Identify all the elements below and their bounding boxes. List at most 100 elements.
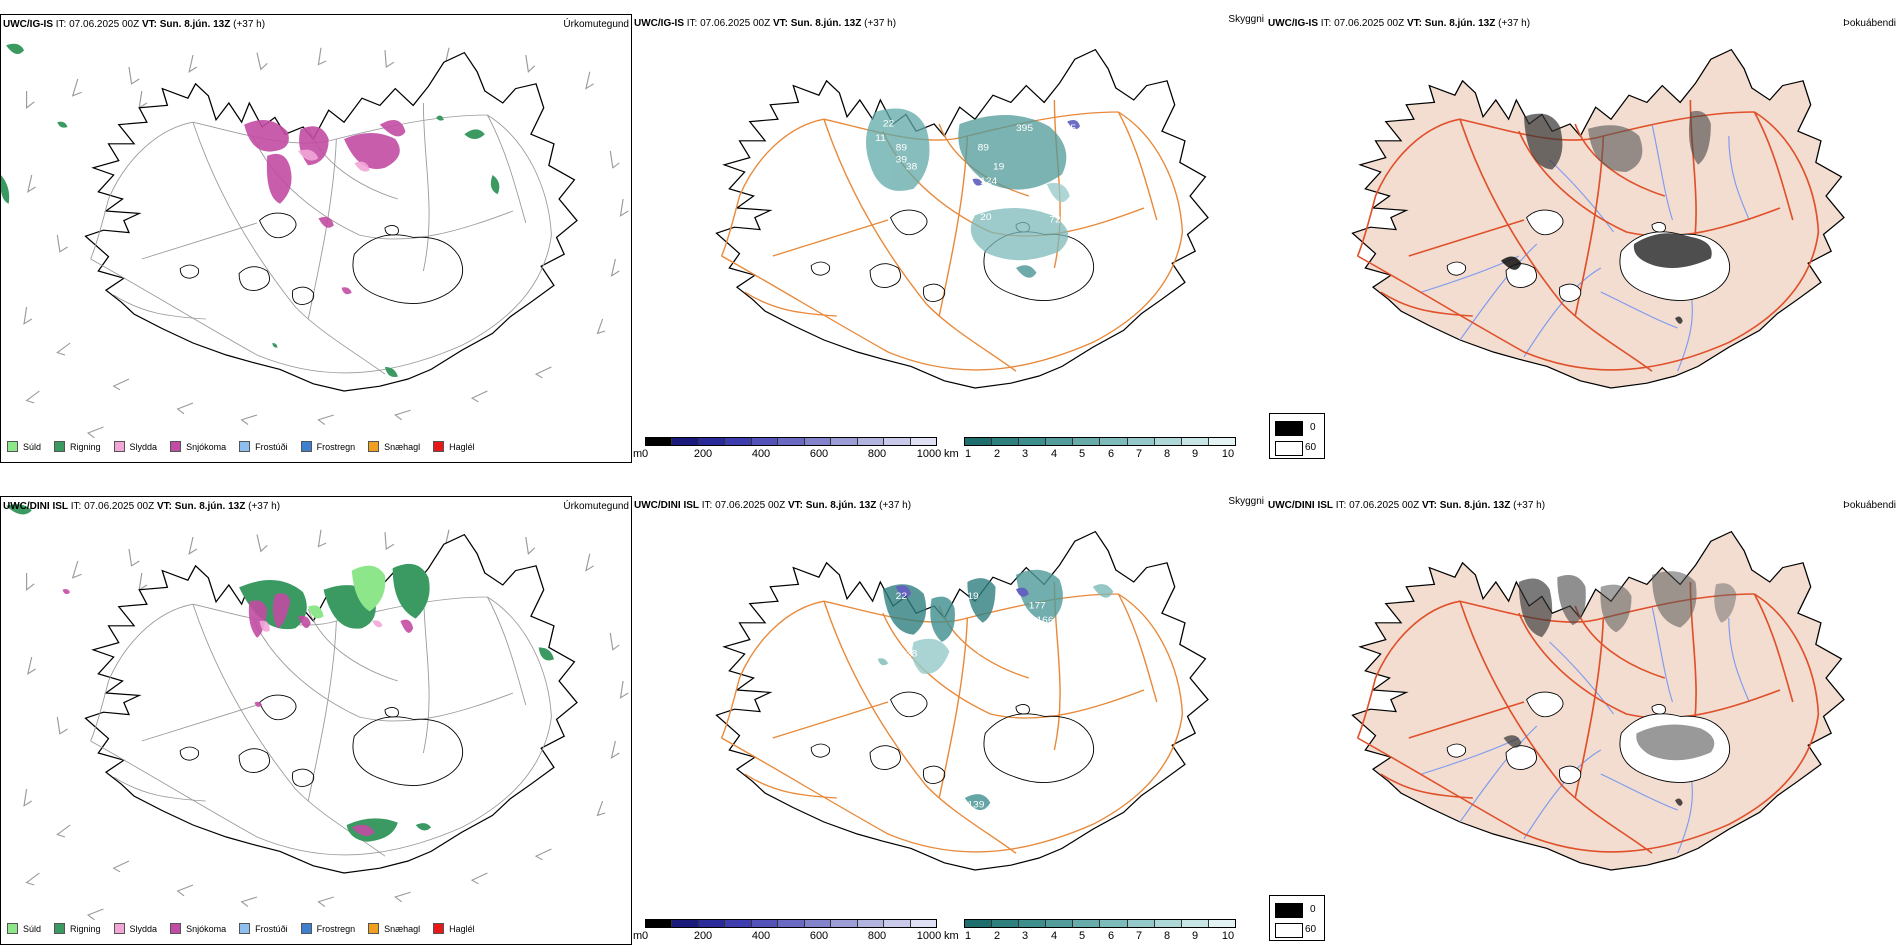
visibility-map: 22 11 89 39 38 89 19 124 51 06 09 20 72 … bbox=[715, 48, 1209, 389]
fog-label-top: 0 bbox=[1310, 904, 1316, 915]
colorbar-tick: 400 bbox=[751, 930, 771, 942]
colorbar-strip bbox=[964, 919, 1236, 928]
rain-areas bbox=[1, 43, 500, 378]
visibility-numbers: 22 19 177 166 39 28 106 153 160 139 bbox=[896, 591, 1093, 810]
colorbar-segment bbox=[884, 920, 911, 927]
panel-title: UWC/DINI ISL IT: 07.06.2025 00Z VT: Sun.… bbox=[1268, 500, 1545, 511]
sleet-areas bbox=[297, 149, 370, 172]
colorbar-tick: 800 bbox=[867, 930, 887, 942]
colorbar-segment bbox=[725, 920, 752, 927]
colorbar-segment bbox=[646, 920, 673, 927]
colorbar-segment bbox=[1181, 920, 1209, 927]
fog-panel-dini: UWC/DINI ISL IT: 07.06.2025 00Z VT: Sun.… bbox=[1268, 496, 1900, 936]
legend-item: Súld bbox=[7, 441, 41, 452]
legend-item: Slydda bbox=[113, 923, 157, 934]
vt-label: VT: bbox=[1421, 500, 1437, 511]
land-area bbox=[1351, 530, 1845, 871]
colorbar-tick: 600 bbox=[809, 930, 829, 942]
colorbar-segment bbox=[646, 438, 673, 445]
legend-item: Snæhagl bbox=[368, 441, 420, 452]
precip-type-map bbox=[1, 43, 633, 439]
model-name: UWC/DINI ISL bbox=[3, 501, 68, 512]
colorbar-segment bbox=[1046, 920, 1074, 927]
visibility-numbers: 22 11 89 39 38 89 19 124 51 06 09 20 72 … bbox=[870, 119, 1076, 226]
colorbar-segment bbox=[1127, 920, 1155, 927]
colorbar-tick: 1 bbox=[964, 448, 972, 460]
legend-swatch bbox=[113, 441, 125, 452]
legend-swatch bbox=[239, 923, 251, 934]
legend-item: Rigning bbox=[54, 923, 101, 934]
legend-swatch bbox=[368, 441, 380, 452]
fog-indicator-label: Þokuábendi bbox=[1843, 18, 1896, 29]
colorbar-segment bbox=[1046, 438, 1074, 445]
colorbar-segment bbox=[698, 438, 726, 445]
colorbar-tick: 2 bbox=[993, 930, 1001, 942]
svg-text:124: 124 bbox=[980, 176, 998, 187]
colorbar-km: km 1 2 3 4 5 6 7 8 9 10 bbox=[944, 437, 1244, 467]
colorbar-segment bbox=[804, 920, 832, 927]
colorbar-segment bbox=[910, 920, 936, 927]
vt-label: VT: bbox=[1406, 18, 1422, 29]
low-visibility-areas bbox=[865, 108, 1080, 278]
low-visibility-areas bbox=[877, 569, 1114, 811]
vt-value: Sun. 8.jún. 13Z bbox=[1424, 18, 1496, 29]
svg-text:166: 166 bbox=[1036, 615, 1054, 626]
svg-text:19: 19 bbox=[967, 591, 979, 602]
colorbar-km: km 1 2 3 4 5 6 7 8 9 10 bbox=[944, 919, 1244, 949]
legend-item: Súld bbox=[7, 923, 41, 934]
svg-text:51: 51 bbox=[885, 198, 897, 209]
colorbar-tick: 600 bbox=[809, 448, 829, 460]
fog-swatch-white bbox=[1275, 441, 1303, 456]
colorbar-segment bbox=[1073, 438, 1101, 445]
colorbar-tick: 0 bbox=[641, 930, 649, 942]
fog-legend-box: 0 60 bbox=[1269, 895, 1325, 941]
colorbar-segment bbox=[965, 920, 993, 927]
legend-swatch bbox=[433, 441, 445, 452]
colorbar-tick: 4 bbox=[1050, 448, 1058, 460]
vt-label: VT: bbox=[772, 18, 788, 29]
colorbar-km-unit: km bbox=[944, 448, 959, 460]
svg-text:160: 160 bbox=[1075, 625, 1093, 636]
svg-text:11: 11 bbox=[875, 133, 886, 144]
it-value: 07.06.2025 00Z bbox=[715, 500, 786, 511]
colorbar-segment bbox=[751, 920, 779, 927]
colorbar-segment bbox=[831, 920, 858, 927]
it-value: 07.06.2025 00Z bbox=[1349, 500, 1420, 511]
coastline bbox=[84, 533, 578, 874]
fog-indicator-label: Þokuábendi bbox=[1843, 500, 1896, 511]
precip-type-label: Úrkomutegund bbox=[563, 19, 629, 30]
colorbar-segment bbox=[751, 438, 779, 445]
colorbar-tick: 7 bbox=[1135, 930, 1143, 942]
legend-item: Snæhagl bbox=[368, 923, 420, 934]
visibility-panel-dini: 22 19 177 166 39 28 106 153 160 139 UWC/… bbox=[632, 496, 1325, 945]
fog-label-bottom: 60 bbox=[1305, 442, 1317, 453]
colorbar-segment bbox=[1208, 438, 1235, 445]
svg-text:395: 395 bbox=[1016, 123, 1034, 134]
it-label: IT: bbox=[1335, 500, 1347, 511]
colorbar-segment bbox=[857, 438, 885, 445]
colorbar-m: m 0 200 400 600 800 1000 bbox=[633, 919, 943, 949]
colorbar-tick: 5 bbox=[1078, 930, 1086, 942]
drizzle-areas bbox=[308, 565, 386, 619]
colorbar-segment bbox=[1154, 438, 1182, 445]
colorbar-tick: 2 bbox=[993, 448, 1001, 460]
svg-text:39: 39 bbox=[896, 155, 908, 166]
colorbar-tick: 6 bbox=[1107, 930, 1115, 942]
it-label: IT: bbox=[70, 501, 82, 512]
model-name: UWC/IG-IS bbox=[3, 19, 53, 30]
legend-swatch bbox=[113, 923, 125, 934]
colorbar-tick: 1000 bbox=[916, 448, 942, 460]
panel-title: UWC/DINI ISL IT: 07.06.2025 00Z VT: Sun.… bbox=[634, 500, 911, 511]
precip-type-panel-igis: UWC/IG-IS IT: 07.06.2025 00Z VT: Sun. 8.… bbox=[0, 14, 633, 463]
it-label: IT: bbox=[701, 500, 713, 511]
fog-map bbox=[1351, 48, 1845, 389]
fog-label-top: 0 bbox=[1310, 422, 1316, 433]
svg-text:106: 106 bbox=[978, 646, 996, 657]
model-name: UWC/DINI ISL bbox=[634, 500, 699, 511]
colorbar-segment bbox=[778, 920, 805, 927]
colorbar-segment bbox=[1073, 920, 1101, 927]
fog-map bbox=[1351, 530, 1845, 871]
legend-swatch bbox=[54, 441, 66, 452]
svg-text:38: 38 bbox=[906, 162, 918, 173]
colorbar-tick: 800 bbox=[867, 448, 887, 460]
